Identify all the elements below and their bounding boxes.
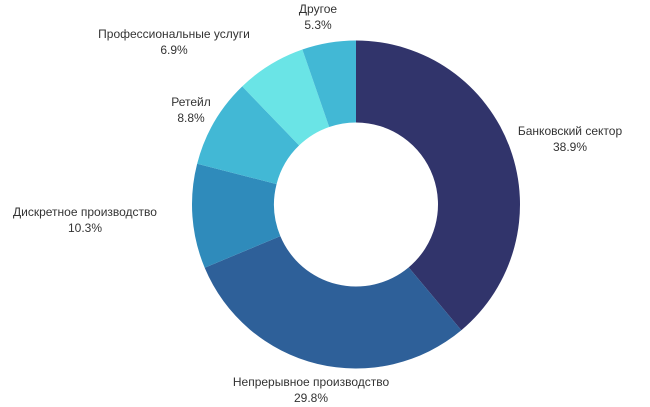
label-value: 29.8% <box>293 391 329 405</box>
label-retail: Ретейл 8.8% <box>171 94 211 126</box>
label-professional-services: Профессиональные услуги 6.9% <box>98 26 250 58</box>
slice-other <box>302 40 356 128</box>
slice-banking <box>356 40 520 331</box>
label-name: Непрерывное производство <box>232 375 390 389</box>
label-other: Другое 5.3% <box>299 1 337 33</box>
label-banking: Банковский сектор 38.9% <box>518 123 622 155</box>
label-name: Ретейл <box>171 95 211 109</box>
label-name: Дискретное производство <box>13 205 157 219</box>
label-name: Банковский сектор <box>517 124 623 138</box>
label-value: 6.9% <box>160 43 188 57</box>
slice-professional-services <box>242 49 330 146</box>
label-name: Профессиональные услуги <box>98 27 250 41</box>
label-value: 38.9% <box>552 140 588 154</box>
label-name: Другое <box>298 2 338 16</box>
label-discrete-manufacturing: Дискретное производство 10.3% <box>13 204 157 236</box>
label-value: 8.8% <box>177 111 205 125</box>
slice-discrete-manufacturing <box>191 163 281 268</box>
slice-continuous-manufacturing <box>204 236 462 369</box>
label-value: 10.3% <box>67 221 103 235</box>
label-continuous-manufacturing: Непрерывное производство 29.8% <box>233 374 389 406</box>
slice-retail <box>197 86 300 185</box>
label-value: 5.3% <box>304 18 332 32</box>
